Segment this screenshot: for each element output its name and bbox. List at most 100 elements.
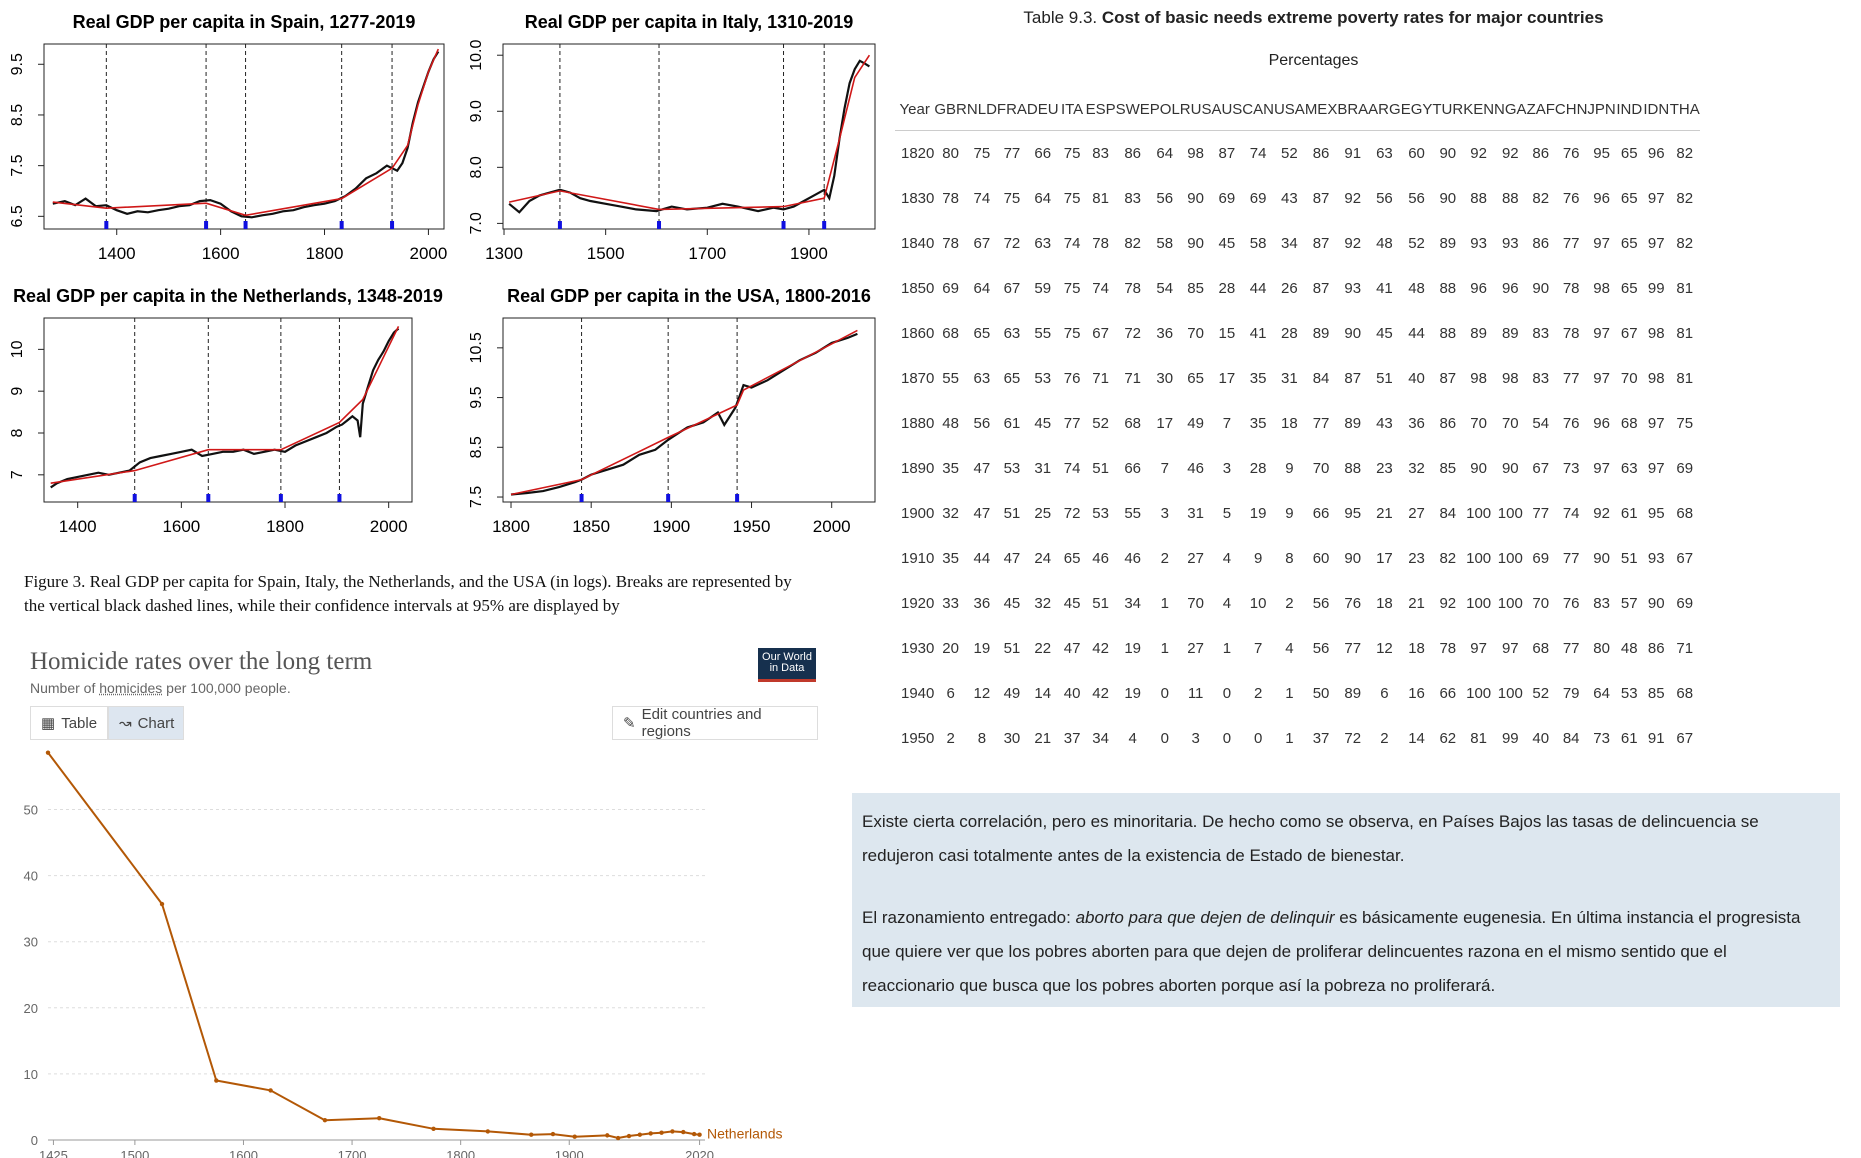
gdp-panel-3: Real GDP per capita in the Netherlands, … — [9, 286, 443, 536]
table-cell: 67 — [1092, 325, 1109, 342]
break-ci-marker — [390, 221, 395, 229]
table-cell: 7 — [1222, 415, 1232, 432]
table-cell: 86 — [1439, 415, 1457, 432]
table-cell: 44 — [973, 550, 991, 567]
table-cell: 75 — [1003, 190, 1021, 207]
table-cell: 78 — [1562, 280, 1580, 297]
table-cell: 97 — [1501, 640, 1519, 657]
poverty-table-panel: Table 9.3. Cost of basic needs extreme p… — [895, 0, 1732, 760]
table-cell: 61 — [1003, 415, 1021, 432]
trend-line — [52, 48, 440, 217]
table-cell: 46 — [1092, 550, 1109, 567]
table-cell: 93 — [1501, 235, 1519, 252]
table-icon: ▦ — [41, 715, 56, 732]
y-tick-label: 10.5 — [468, 332, 485, 363]
table-cell: 42 — [1092, 685, 1109, 702]
table-cell: 87 — [1344, 370, 1362, 387]
break-ci-marker — [781, 221, 786, 229]
homicides-link[interactable]: homicides — [99, 680, 163, 696]
table-cell: 86 — [1532, 235, 1550, 252]
table-cell: 85 — [1187, 280, 1204, 297]
table-cell: 37 — [1312, 730, 1330, 747]
table-cell: 27 — [1187, 640, 1204, 657]
year-cell: 1830 — [901, 190, 935, 207]
table-cell: 85 — [1647, 685, 1665, 702]
table-cell: 77 — [1063, 415, 1081, 432]
table-row: 1820 80 75 77 66 75 83 86 64 98 87 74 52 86 91 63 60 90 92… — [895, 131, 1700, 177]
table-cell: 53 — [1003, 460, 1021, 477]
edit-countries-button[interactable]: ✎ Edit countries and regions — [612, 706, 818, 740]
table-cell: 52 — [1092, 415, 1109, 432]
table-cell: 71 — [1124, 370, 1142, 387]
y-tick-label: 9 — [9, 387, 26, 396]
table-cell: 5 — [1222, 505, 1232, 522]
table-cell: 98 — [1647, 370, 1665, 387]
table-cell: 68 — [1620, 415, 1638, 432]
table-cell: 55 — [1124, 505, 1142, 522]
table-cell: 8 — [977, 730, 987, 747]
table-cell: 63 — [973, 370, 991, 387]
table-cell: 86 — [1532, 145, 1550, 162]
table-cell: 60 — [1408, 145, 1425, 162]
table-cell: 1 — [1285, 685, 1294, 702]
table-cell: 69 — [1676, 595, 1694, 612]
table-cell: 83 — [1593, 595, 1610, 612]
table-cell: 66 — [1439, 685, 1457, 702]
x-tick-label: 1500 — [120, 1148, 149, 1158]
table-cell: 34 — [1092, 730, 1109, 747]
x-tick-label: 1800 — [306, 244, 344, 263]
table-cell: 2 — [1253, 685, 1263, 702]
table-cell: 4 — [1128, 730, 1137, 747]
y-tick-label: 40 — [24, 869, 38, 884]
table-cell: 88 — [1470, 190, 1487, 207]
tab-table[interactable]: ▦ Table — [30, 706, 108, 740]
table-cell: 61 — [1620, 505, 1638, 522]
data-point — [691, 1131, 697, 1137]
table-cell: 96 — [1593, 415, 1610, 432]
table-cell: 65 — [1620, 145, 1638, 162]
table-cell: 53 — [1620, 685, 1638, 702]
table-cell: 83 — [1532, 370, 1550, 387]
data-point — [214, 1078, 219, 1083]
table-cell: 95 — [1344, 505, 1362, 522]
column-header: BRA — [1337, 88, 1369, 131]
table-cell: 45 — [1218, 235, 1236, 252]
owid-logo[interactable]: Our World in Data — [758, 648, 816, 682]
year-cell: 1920 — [901, 595, 935, 612]
table-cell: 16 — [1408, 685, 1425, 702]
table-cell: 59 — [1034, 280, 1052, 297]
table-cell: 45 — [1003, 595, 1021, 612]
table-cell: 41 — [1376, 280, 1393, 297]
table-cell: 40 — [1408, 370, 1425, 387]
tab-chart[interactable]: ↝ Chart — [108, 706, 184, 740]
table-cell: 20 — [942, 640, 959, 657]
table-cell: 87 — [1312, 280, 1330, 297]
x-tick-label: 1700 — [338, 1148, 367, 1158]
y-tick-label: 7 — [9, 470, 26, 479]
y-tick-label: 8.0 — [468, 156, 485, 178]
table-cell: 35 — [1249, 415, 1267, 432]
table-cell: 65 — [1620, 280, 1638, 297]
table-cell: 97 — [1647, 235, 1665, 252]
table-cell: 55 — [942, 370, 959, 387]
table-cell: 96 — [1647, 145, 1665, 162]
table-cell: 21 — [1376, 505, 1393, 522]
table-cell: 90 — [1470, 460, 1487, 477]
break-ci-marker — [206, 494, 211, 502]
table-cell: 89 — [1470, 325, 1487, 342]
gdp-series-line — [50, 327, 400, 489]
column-header: ESP — [1085, 88, 1116, 131]
table-row: 1860 68 65 63 55 75 67 72 36 70 15 41 28 89 90 45 44 88 89… — [895, 311, 1700, 356]
year-cell: 1910 — [901, 550, 935, 567]
table-cell: 72 — [1344, 730, 1362, 747]
table-cell: 98 — [1647, 325, 1665, 342]
table-cell: 82 — [1676, 145, 1694, 162]
table-row: 1900 32 47 51 25 72 53 55 3 31 5 19 9 66 95 21 27 84 100 10… — [895, 491, 1700, 536]
table-cell: 76 — [1562, 415, 1580, 432]
table-cell: 78 — [1092, 235, 1109, 252]
table-cell: 82 — [1676, 190, 1694, 207]
table-cell: 72 — [1063, 505, 1081, 522]
table-cell: 74 — [1249, 145, 1267, 162]
homicide-line — [47, 751, 700, 1140]
table-cell: 97 — [1647, 190, 1665, 207]
